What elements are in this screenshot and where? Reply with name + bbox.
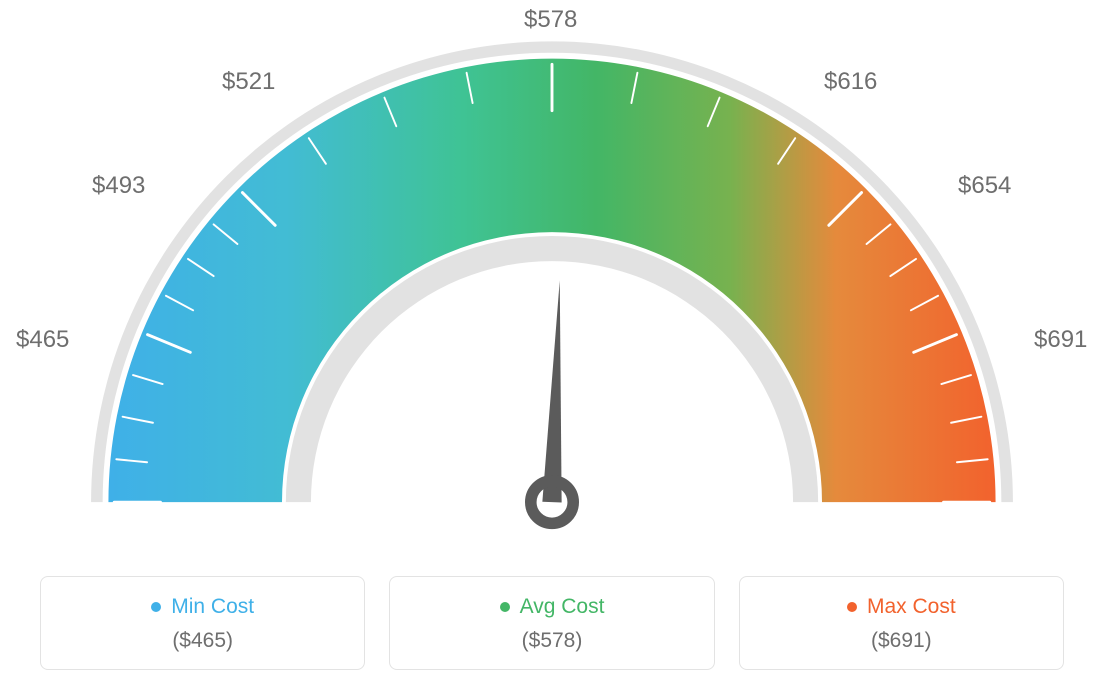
- legend-label-max: Max Cost: [867, 595, 956, 619]
- tick-label-6: $691: [1034, 326, 1087, 354]
- dot-icon-avg: [500, 602, 510, 612]
- legend-value-max: ($691): [750, 629, 1053, 653]
- tick-label-4: $616: [824, 68, 877, 96]
- legend-value-min: ($465): [51, 629, 354, 653]
- gauge-svg: [52, 20, 1052, 560]
- tick-label-2: $521: [222, 68, 275, 96]
- tick-label-1: $493: [92, 172, 145, 200]
- legend-card-max: Max Cost ($691): [739, 576, 1064, 670]
- dot-icon-min: [151, 602, 161, 612]
- tick-label-3: $578: [524, 6, 577, 34]
- tick-label-5: $654: [958, 172, 1011, 200]
- gauge-chart: $465 $493 $521 $578 $616 $654 $691: [0, 0, 1104, 560]
- legend-row: Min Cost ($465) Avg Cost ($578) Max Cost…: [40, 576, 1064, 670]
- dot-icon-max: [847, 602, 857, 612]
- legend-card-avg: Avg Cost ($578): [389, 576, 714, 670]
- tick-label-0: $465: [16, 326, 69, 354]
- legend-label-avg: Avg Cost: [520, 595, 605, 619]
- legend-value-avg: ($578): [400, 629, 703, 653]
- legend-label-min: Min Cost: [171, 595, 254, 619]
- legend-card-min: Min Cost ($465): [40, 576, 365, 670]
